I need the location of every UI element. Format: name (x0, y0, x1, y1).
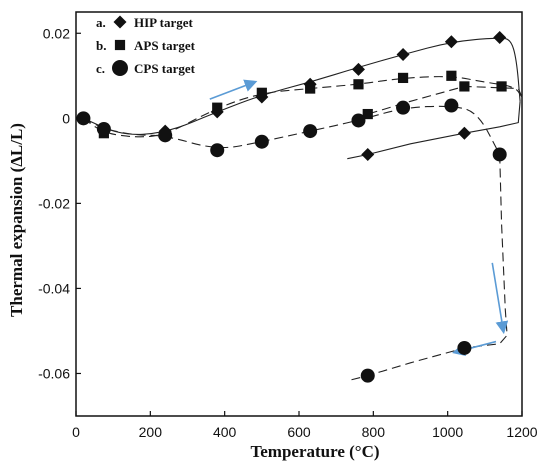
aps-target-point (353, 79, 364, 90)
x-tick-label: 0 (72, 424, 80, 440)
hip-target-point (396, 48, 410, 62)
hip-target-point (361, 147, 375, 161)
cps-target-point (96, 121, 111, 136)
legend-marker-aps-target (114, 39, 126, 51)
legend-label: CPS target (134, 61, 196, 76)
x-tick-label: 600 (287, 424, 311, 440)
cps-target-point (254, 134, 269, 149)
hip-target-point (493, 31, 507, 45)
aps-target-point (212, 102, 223, 113)
cps-target-point (444, 98, 459, 113)
legend: a. HIP target b. APS target c. CPS target (96, 15, 196, 76)
legend-label: HIP target (134, 15, 194, 30)
aps-heating-curve (83, 76, 523, 138)
x-tick-label: 200 (139, 424, 163, 440)
y-tick-label: -0.02 (38, 195, 70, 211)
aps-target-point (256, 87, 267, 98)
cps-target-point (396, 100, 411, 115)
aps-cooling-curve (354, 85, 523, 119)
hip-target-point (457, 126, 471, 140)
aps-target-point (459, 81, 470, 92)
cps-target-point (351, 113, 366, 128)
y-tick-label: 0.02 (43, 25, 70, 41)
legend-prefix: c. (96, 61, 105, 76)
x-axis-title: Temperature (°C) (250, 442, 379, 461)
cps-target-point (210, 143, 225, 158)
aps-target-point (446, 70, 457, 81)
x-tick-label: 1200 (506, 424, 537, 440)
marker-layer (76, 31, 507, 383)
cps-target-point (303, 124, 318, 139)
cps-target-point (360, 368, 375, 383)
y-tick-label: -0.06 (38, 365, 70, 381)
heating-arrow (209, 79, 258, 100)
legend-marker-hip-target (113, 15, 127, 29)
hip-heating-curve (83, 37, 521, 135)
legend-prefix: b. (96, 38, 106, 53)
aps-target-point (496, 81, 507, 92)
aps-target-point (305, 83, 316, 94)
cps-target-point (158, 128, 173, 143)
cps-cooling-curve (350, 154, 508, 381)
legend-marker-cps-target (112, 60, 128, 76)
aps-target-point (362, 108, 373, 120)
cps-target-point (492, 147, 507, 162)
hip-target-point (444, 35, 458, 49)
x-tick-label: 1000 (432, 424, 463, 440)
tick-layer: 0 200 400 600 800 1000 1200 0.02 0 -0.02 -0.04 -0.0… (38, 25, 538, 440)
cps-target-point (76, 111, 91, 126)
legend-label: APS target (134, 38, 196, 53)
hip-target-point (351, 62, 365, 76)
legend-prefix: a. (96, 15, 106, 30)
y-axis-title: Thermal expansion (ΔL/L) (7, 123, 26, 317)
y-tick-label: -0.04 (38, 280, 70, 296)
cps-heating-curve (83, 105, 501, 155)
y-tick-label: 0 (62, 110, 70, 126)
cps-target-point (457, 340, 472, 355)
x-tick-label: 400 (213, 424, 237, 440)
aps-target-point (397, 72, 409, 84)
cooling-arrow (491, 262, 509, 335)
curve-layer (83, 37, 523, 381)
hip-cooling-curve (347, 101, 521, 160)
x-tick-label: 800 (362, 424, 386, 440)
